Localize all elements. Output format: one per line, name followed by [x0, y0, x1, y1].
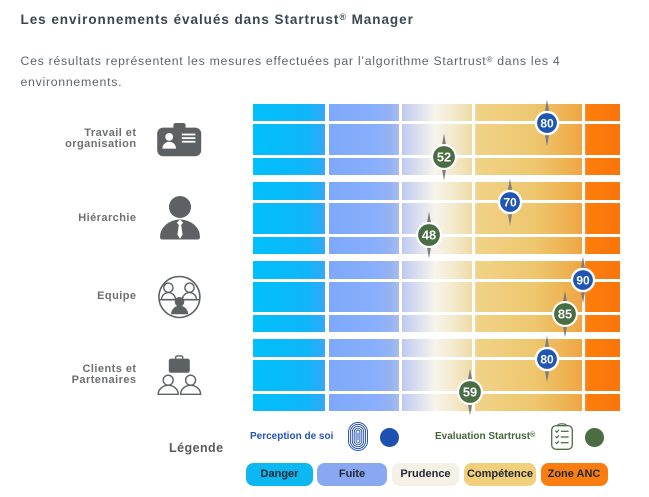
- svg-text:85: 85: [558, 306, 572, 321]
- svg-text:80: 80: [540, 352, 554, 366]
- svg-text:52: 52: [437, 149, 451, 164]
- svg-text:80: 80: [540, 116, 554, 130]
- svg-text:70: 70: [503, 195, 517, 209]
- svg-text:48: 48: [422, 228, 436, 243]
- svg-text:59: 59: [462, 385, 476, 400]
- svg-text:90: 90: [577, 273, 591, 287]
